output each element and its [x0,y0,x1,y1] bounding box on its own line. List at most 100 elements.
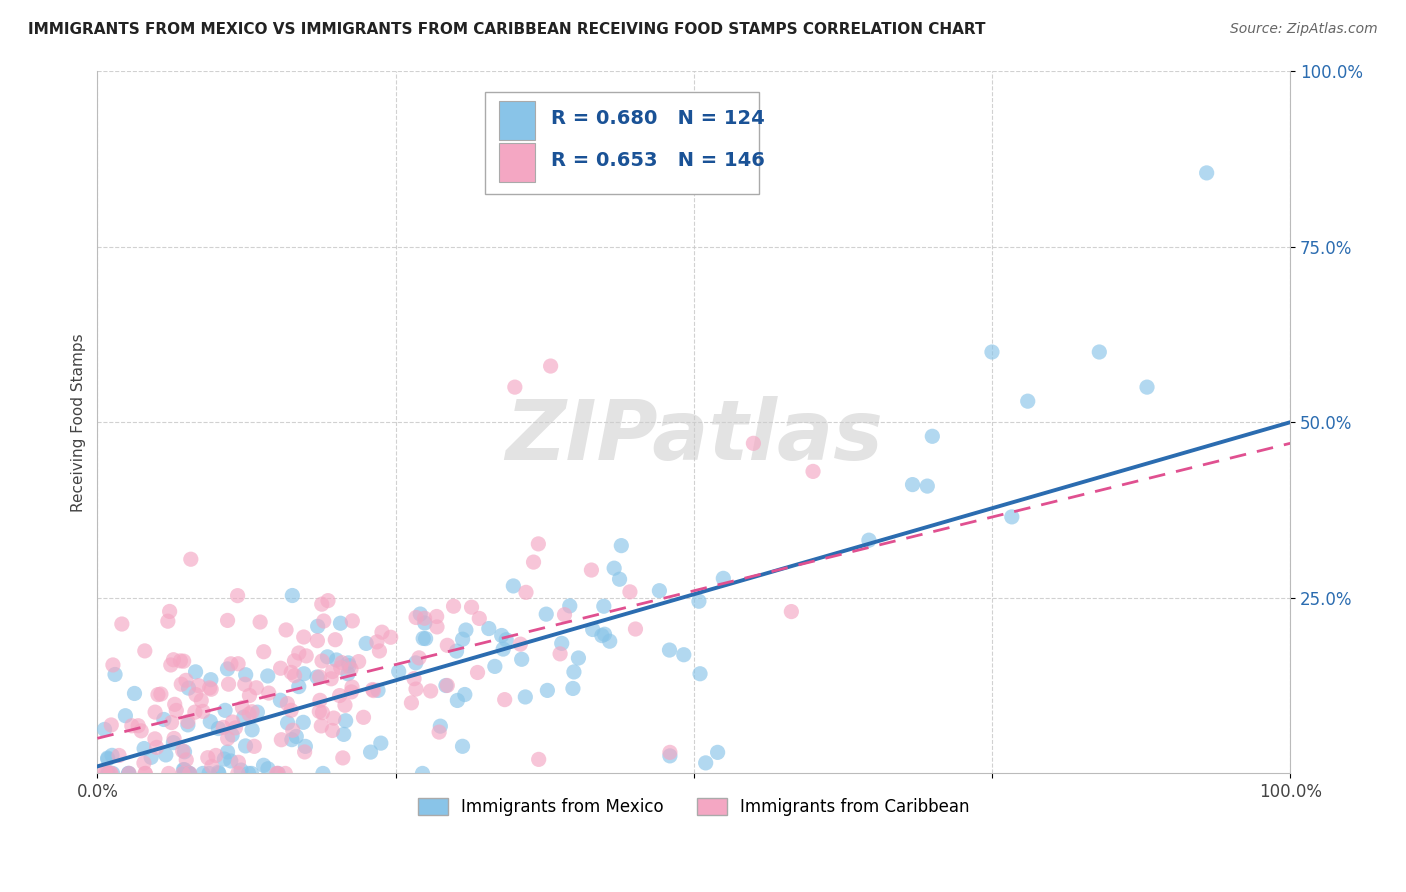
Point [436,678,458,692]
Point [333,698,356,713]
Point [284,668,307,682]
Point [509,637,531,651]
Point [143,705,166,719]
Point [1017,394,1039,409]
Point [270,661,292,675]
Point [460,600,482,615]
Point [467,665,489,680]
Point [200,714,222,729]
Point [321,672,343,686]
Point [599,634,621,648]
Point [336,666,359,681]
Point [405,610,427,624]
Point [240,766,263,780]
Point [312,614,335,628]
Point [228,756,250,770]
Point [132,756,155,770]
Point [311,654,333,668]
Point [408,651,430,665]
Point [184,705,207,719]
Point [363,683,385,698]
Point [212,721,235,735]
Point [283,654,305,668]
Point [368,644,391,658]
Point [366,635,388,649]
Point [134,644,156,658]
Point [146,688,169,702]
Point [648,583,671,598]
Point [153,713,176,727]
Point [134,766,156,780]
Point [917,479,939,493]
Point [163,731,186,746]
Point [132,741,155,756]
Point [97,766,120,780]
Point [270,732,292,747]
Point [177,766,200,780]
Point [329,660,352,674]
Point [340,685,363,699]
Point [101,766,124,780]
Point [711,571,734,585]
Point [238,706,260,721]
Point [169,654,191,668]
Point [316,593,339,607]
Text: Source: ZipAtlas.com: Source: ZipAtlas.com [1230,22,1378,37]
Point [281,589,304,603]
Point [172,766,194,780]
Point [101,657,124,672]
Point [321,723,343,738]
Point [118,766,141,780]
Point [172,763,194,777]
Point [288,646,311,660]
Point [249,615,271,629]
Point [160,715,183,730]
Point [179,766,201,780]
Point [226,657,249,671]
Text: ZIPatlas: ZIPatlas [505,396,883,477]
Point [340,662,363,676]
Point [174,673,197,688]
Point [429,719,451,733]
Point [858,533,880,548]
Point [307,619,329,633]
Point [292,666,315,681]
Point [197,750,219,764]
Point [478,622,501,636]
FancyBboxPatch shape [485,92,759,194]
Point [117,766,139,780]
Point [451,739,474,754]
Point [322,711,344,725]
Point [127,719,149,733]
Point [266,766,288,780]
Point [311,706,333,720]
Point [157,766,180,780]
Point [218,677,240,691]
Point [288,680,311,694]
Point [567,651,589,665]
Point [484,659,506,673]
Point [468,611,491,625]
Point [593,627,616,641]
Point [177,714,200,729]
Point [312,766,335,780]
Point [1088,345,1111,359]
Point [409,607,432,621]
Point [134,766,156,780]
Point [308,670,330,684]
Point [165,703,187,717]
Point [360,745,382,759]
Point [269,693,291,707]
Point [93,723,115,737]
Point [117,766,139,780]
Point [100,718,122,732]
Point [163,698,186,712]
Point [548,647,571,661]
Point [217,745,239,759]
Point [367,683,389,698]
Point [321,665,343,679]
Point [402,672,425,686]
Point [221,728,243,742]
Point [253,645,276,659]
Point [801,464,824,478]
